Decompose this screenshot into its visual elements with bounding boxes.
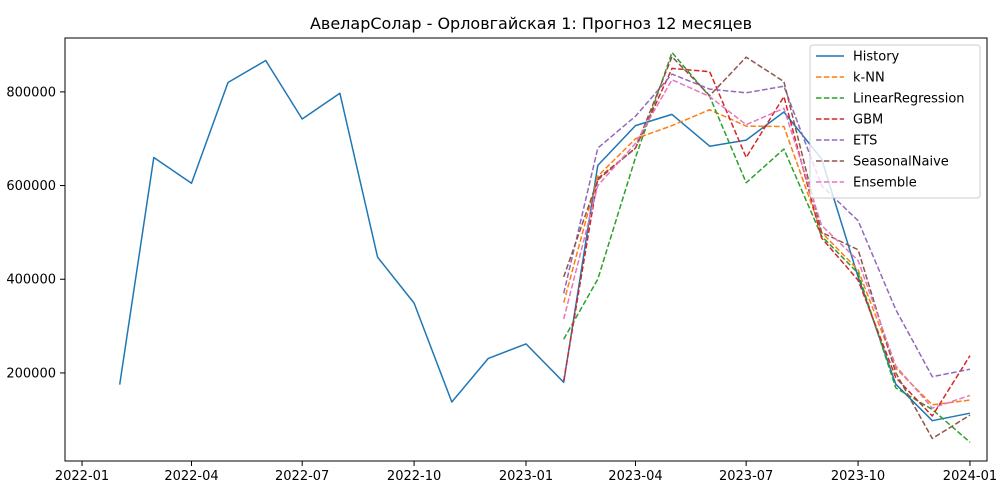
y-tick-label: 400000: [6, 273, 56, 288]
series-line-linearregression: [563, 51, 971, 443]
series-line-seasonalnaive: [562, 55, 971, 440]
x-tick-label: 2023-10: [831, 469, 885, 484]
x-tick-label: 2022-01: [55, 469, 109, 484]
y-axis: 200000 400000 600000 800000: [6, 85, 65, 381]
y-tick-label: 800000: [6, 85, 56, 100]
legend-label: ETS: [853, 134, 877, 149]
x-tick-label: 2023-01: [499, 469, 553, 484]
legend-label: SeasonalNaive: [853, 155, 949, 170]
y-tick-label: 600000: [6, 179, 56, 194]
legend-label: GBM: [853, 113, 883, 128]
x-tick-label: 2023-04: [608, 469, 662, 484]
x-tick-label: 2022-04: [164, 469, 218, 484]
series-line-ensemble: [562, 78, 971, 409]
x-tick-label: 2023-07: [719, 469, 773, 484]
series-line-ets: [562, 73, 971, 378]
y-tick-label: 200000: [6, 366, 56, 381]
chart-title: АвеларСолар - Орловгайская 1: Прогноз 12…: [310, 14, 752, 33]
x-tick-label: 2022-07: [275, 469, 329, 484]
legend-label: History: [853, 50, 900, 65]
series-line-k-nn: [562, 108, 971, 406]
x-axis: 2022-01 2022-04 2022-07 2022-10 2023-01 2023-…: [55, 461, 997, 484]
legend-label: LinearRegression: [853, 92, 965, 107]
legend-label: Ensemble: [853, 176, 917, 191]
x-tick-label: 2022-10: [387, 469, 441, 484]
legend-label: k-NN: [853, 71, 885, 86]
legend-box: [809, 44, 981, 199]
legend: History k-NN LinearRegression GBM ETS Seasona…: [809, 44, 981, 199]
x-tick-label: 2024-01: [943, 469, 997, 484]
